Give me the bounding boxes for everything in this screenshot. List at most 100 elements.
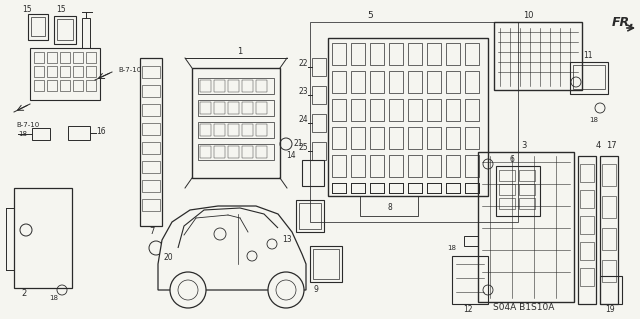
Bar	[332, 183, 346, 193]
Text: 15: 15	[22, 5, 31, 14]
Bar	[200, 146, 211, 158]
Bar	[60, 52, 70, 63]
Bar	[602, 196, 616, 218]
Bar	[299, 203, 321, 229]
Bar	[464, 236, 478, 246]
Bar	[465, 71, 479, 93]
Bar	[60, 66, 70, 77]
Bar	[200, 80, 211, 92]
Bar	[389, 99, 403, 121]
Text: 20: 20	[163, 254, 173, 263]
Bar	[312, 58, 326, 76]
Bar	[360, 196, 418, 216]
Bar	[370, 183, 384, 193]
Bar	[389, 127, 403, 149]
Bar	[351, 183, 365, 193]
Bar	[427, 43, 441, 65]
Bar	[328, 38, 488, 196]
Bar	[198, 100, 274, 116]
Text: 18: 18	[18, 131, 27, 137]
Text: 12: 12	[463, 306, 473, 315]
Text: 8: 8	[388, 204, 392, 212]
Text: 21: 21	[294, 139, 303, 149]
Text: S04A B1S10A: S04A B1S10A	[493, 303, 555, 313]
Bar	[465, 183, 479, 193]
Bar	[446, 183, 460, 193]
Bar	[494, 22, 582, 90]
Bar	[427, 127, 441, 149]
Text: 16: 16	[96, 128, 106, 137]
Text: 11: 11	[583, 51, 593, 61]
Bar	[602, 228, 616, 250]
Bar	[142, 142, 160, 154]
Bar	[427, 71, 441, 93]
Bar	[351, 183, 365, 193]
Bar	[228, 124, 239, 136]
Bar	[256, 80, 267, 92]
Bar	[310, 246, 342, 282]
Bar	[389, 155, 403, 177]
Bar	[73, 66, 83, 77]
Bar	[332, 127, 346, 149]
Bar	[302, 160, 324, 186]
Bar	[408, 127, 422, 149]
Bar	[332, 155, 346, 177]
Bar	[446, 183, 460, 193]
Text: 18: 18	[589, 117, 598, 123]
Text: 23: 23	[298, 87, 308, 97]
Bar	[228, 102, 239, 114]
Bar	[192, 68, 280, 178]
Bar	[446, 155, 460, 177]
Bar	[370, 183, 384, 193]
Bar	[427, 183, 441, 193]
Bar	[427, 183, 441, 193]
Bar	[60, 80, 70, 91]
Bar	[351, 99, 365, 121]
Bar	[332, 43, 346, 65]
Bar	[351, 183, 365, 193]
Bar	[370, 183, 384, 193]
Bar	[389, 71, 403, 93]
Text: 6: 6	[509, 155, 515, 165]
Bar	[86, 80, 96, 91]
Bar	[28, 14, 48, 40]
Bar	[408, 183, 422, 193]
Bar	[351, 155, 365, 177]
Text: 13: 13	[282, 235, 292, 244]
Text: 14: 14	[286, 152, 296, 160]
Text: 17: 17	[606, 142, 616, 151]
Text: 4: 4	[596, 142, 601, 151]
Bar	[351, 183, 365, 193]
Bar	[465, 155, 479, 177]
Bar	[465, 183, 479, 193]
Bar	[142, 85, 160, 97]
Bar	[389, 183, 403, 193]
Text: 1: 1	[237, 48, 243, 56]
Bar	[256, 124, 267, 136]
Bar	[446, 183, 460, 193]
Bar	[427, 99, 441, 121]
Bar	[351, 127, 365, 149]
Bar	[256, 102, 267, 114]
Bar	[214, 124, 225, 136]
Bar	[370, 71, 384, 93]
Bar	[370, 127, 384, 149]
Bar	[34, 66, 44, 77]
Bar	[242, 102, 253, 114]
Bar	[34, 80, 44, 91]
Bar	[580, 164, 594, 182]
Bar	[370, 43, 384, 65]
Bar	[519, 184, 535, 195]
Bar	[200, 124, 211, 136]
Bar	[408, 155, 422, 177]
Bar	[296, 200, 324, 232]
Bar	[351, 183, 365, 193]
Bar	[580, 216, 594, 234]
Bar	[427, 155, 441, 177]
Bar	[351, 43, 365, 65]
Bar	[446, 43, 460, 65]
Bar	[478, 152, 574, 302]
Bar	[140, 58, 162, 226]
Bar	[228, 146, 239, 158]
Text: B-7-10: B-7-10	[16, 122, 39, 128]
